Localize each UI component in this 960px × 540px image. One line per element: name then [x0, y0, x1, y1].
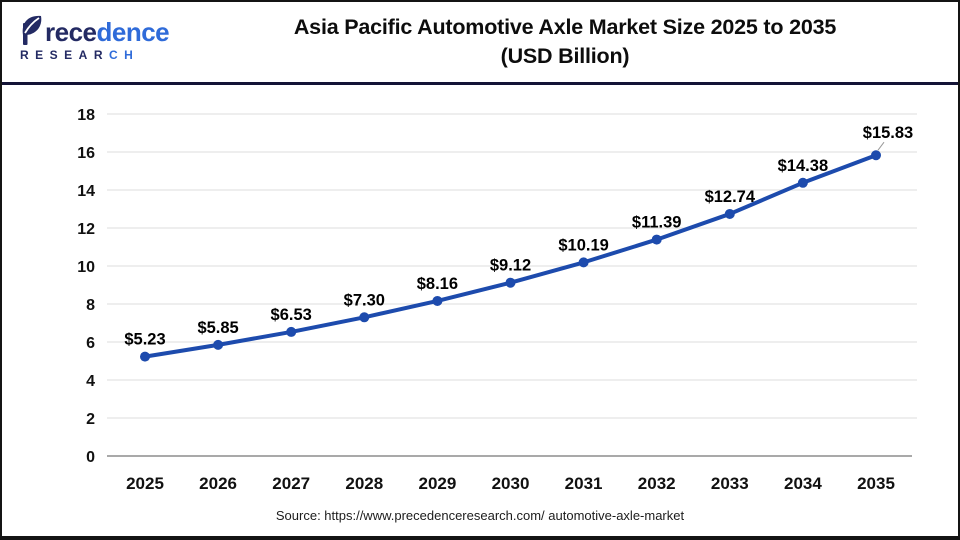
- x-tick-label: 2035: [857, 474, 895, 493]
- data-point: [871, 150, 881, 161]
- y-tick-label: 2: [86, 411, 95, 428]
- chart-title-line1: Asia Pacific Automotive Axle Market Size…: [293, 15, 837, 39]
- data-point-label: $15.83: [863, 124, 913, 142]
- x-tick-label: 2025: [126, 474, 164, 493]
- footer: Source: https://www.precedenceresearch.c…: [2, 507, 958, 525]
- data-point: [213, 339, 224, 350]
- y-tick-label: 18: [77, 107, 95, 124]
- data-point: [140, 351, 150, 362]
- x-tick-label: 2032: [638, 474, 676, 493]
- data-point-label: $8.16: [417, 275, 458, 293]
- x-tick-label: 2030: [492, 474, 530, 493]
- data-point-label: $5.23: [124, 331, 165, 349]
- x-tick-label: 2034: [784, 474, 822, 493]
- logo-subtitle-light: CH: [109, 48, 140, 62]
- y-tick-label: 10: [77, 259, 95, 276]
- data-point-label: $11.39: [632, 214, 682, 232]
- precedence-logo: rece dence RESEARCH: [20, 15, 180, 62]
- x-tick-label: 2027: [272, 474, 310, 493]
- data-point-label: $10.19: [558, 236, 608, 254]
- x-tick-label: 2026: [199, 474, 237, 493]
- y-tick-label: 6: [86, 335, 95, 352]
- leaf-p-icon: [22, 15, 42, 45]
- chart-title-line2: (USD Billion): [500, 44, 630, 68]
- source-text: Source: https://www.precedenceresearch.c…: [275, 508, 685, 523]
- data-point-label: $6.53: [271, 306, 312, 324]
- data-point: [286, 326, 297, 337]
- line-chart: 0 2 4 6 8 10 12 14 16 18 2025 2026 2027 2028 2029 2030 2…: [2, 85, 960, 505]
- data-point-label: $14.38: [778, 157, 828, 175]
- y-tick-label: 4: [86, 373, 95, 390]
- data-point: [432, 295, 443, 306]
- x-tick-label: 2029: [418, 474, 456, 493]
- y-tick-label: 8: [86, 297, 95, 314]
- y-tick-label: 0: [86, 449, 95, 466]
- data-point-label: $5.85: [197, 319, 238, 337]
- logo-wordmark: rece dence: [20, 15, 180, 45]
- x-tick-label: 2031: [565, 474, 603, 493]
- header: rece dence RESEARCH Asia Pacific Automoti…: [2, 2, 958, 85]
- logo-subtitle: RESEARCH: [20, 48, 180, 62]
- data-point-label: $7.30: [344, 291, 385, 309]
- line-chart-svg: 0 2 4 6 8 10 12 14 16 18 2025 2026 2027 2028 2029 2030 2…: [77, 107, 917, 493]
- page-title: Asia Pacific Automotive Axle Market Size…: [172, 2, 958, 82]
- x-tick-label: 2028: [345, 474, 383, 493]
- logo-text-light: dence: [96, 17, 170, 47]
- logo-text-dark: rece: [45, 17, 97, 47]
- data-point: [651, 234, 662, 245]
- data-point: [797, 177, 808, 188]
- data-point: [505, 277, 516, 288]
- data-point: [578, 257, 589, 268]
- x-tick-label: 2033: [711, 474, 749, 493]
- data-point-label: $12.74: [705, 188, 756, 206]
- y-tick-label: 16: [77, 145, 95, 162]
- y-tick-label: 12: [77, 221, 95, 238]
- data-point-label: $9.12: [490, 257, 531, 275]
- data-point: [359, 312, 370, 323]
- logo-subtitle-dark: RESEAR: [20, 48, 110, 62]
- y-tick-label: 14: [77, 183, 95, 200]
- label-leader-line: [877, 141, 885, 151]
- data-point: [724, 208, 735, 219]
